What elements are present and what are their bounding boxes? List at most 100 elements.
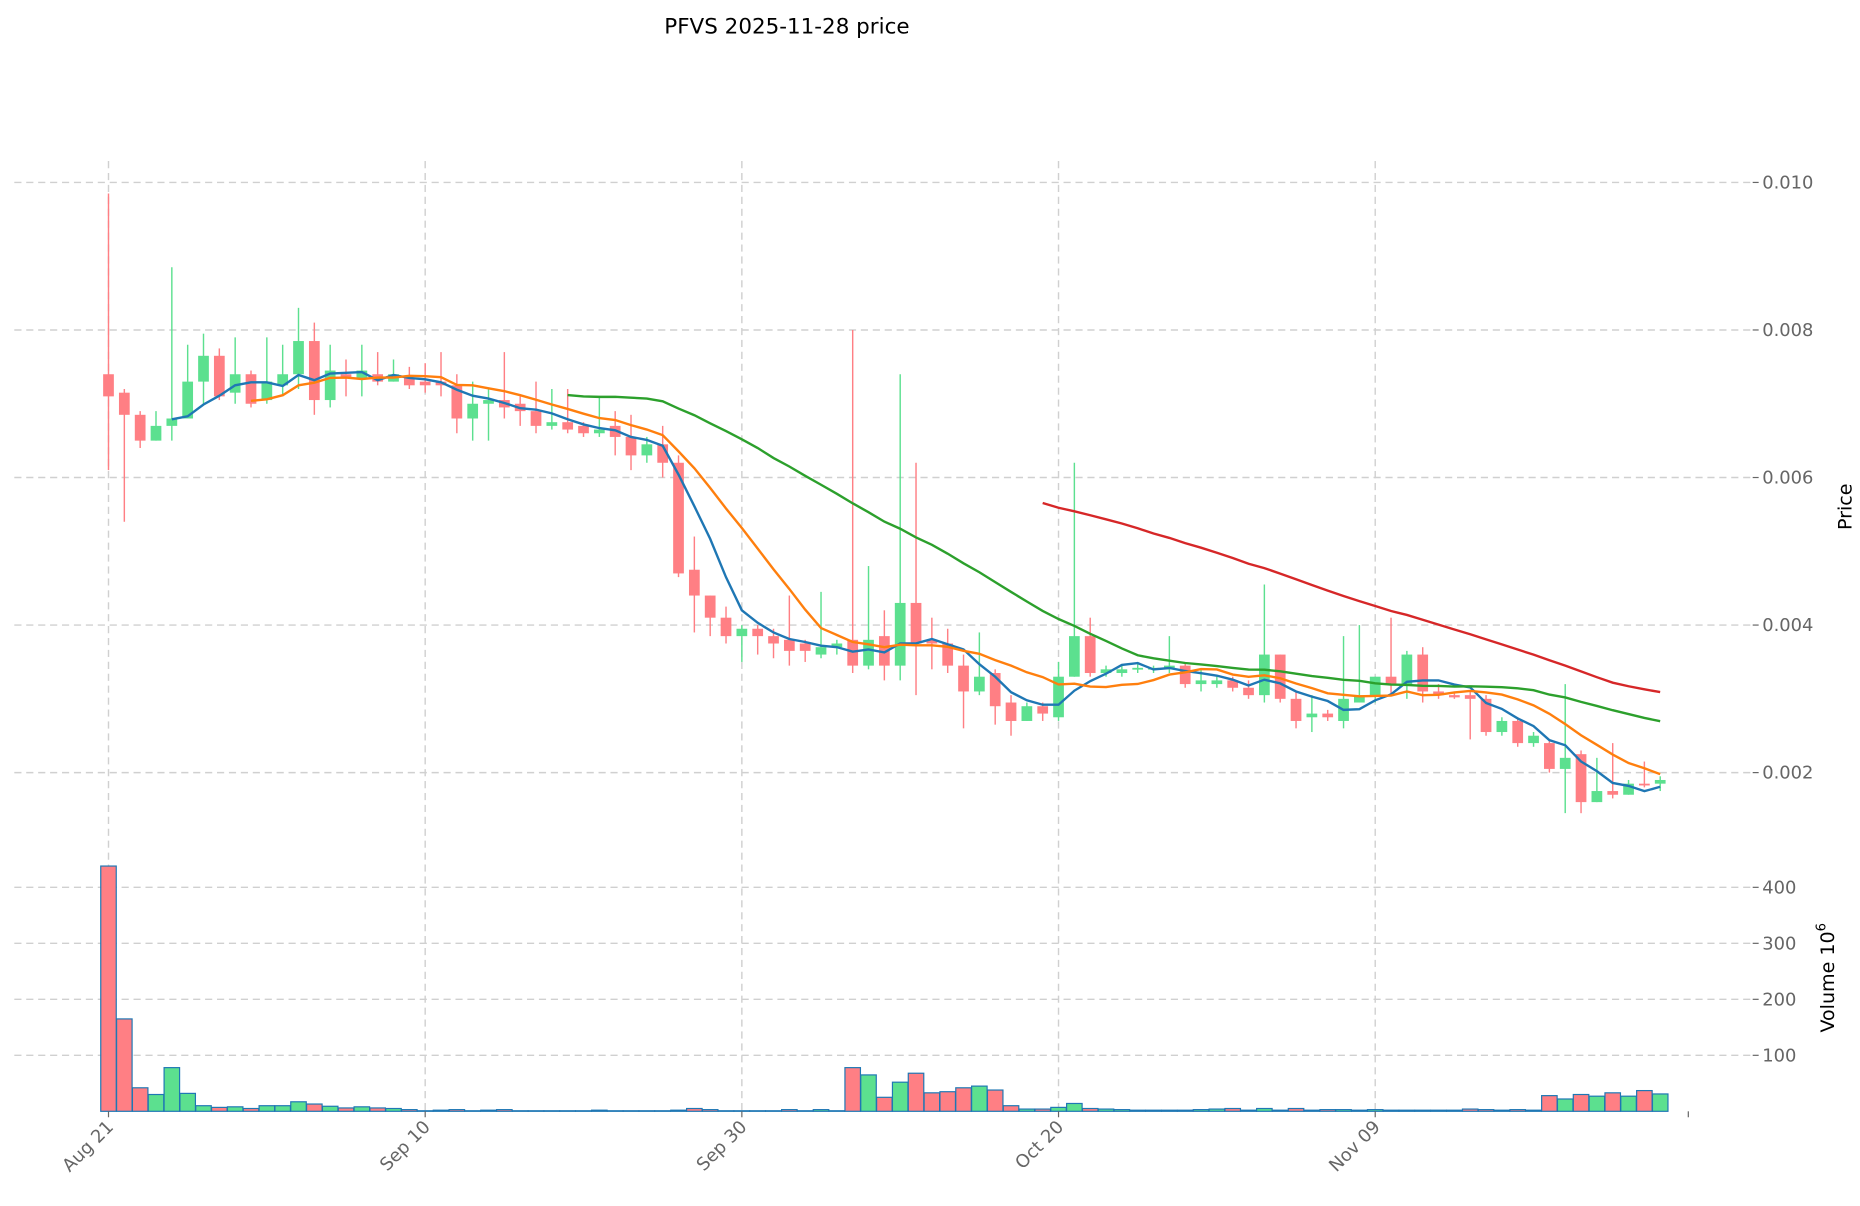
candle-body-down: [308, 341, 320, 401]
candle-body-up: [182, 381, 194, 419]
volume-bar: [844, 1067, 862, 1112]
volume-bar: [1541, 1095, 1558, 1112]
volume-bar: [321, 1105, 339, 1112]
volume-bar: [1319, 1109, 1337, 1112]
candle-body-down: [720, 617, 732, 637]
candle-body-up: [1559, 757, 1571, 769]
candle-body-down: [1243, 687, 1254, 696]
grid-lines: [14, 161, 1753, 1112]
volume-bar: [1509, 1109, 1527, 1112]
candle-body-up: [1369, 676, 1381, 696]
candle-body-down: [1544, 743, 1555, 769]
volume-bar: [559, 1110, 577, 1112]
volume-bars: [100, 865, 1669, 1112]
volume-bar: [1145, 1109, 1162, 1112]
volume-bar: [353, 1106, 371, 1112]
candle-body-up: [973, 676, 985, 692]
volume-bar: [765, 1110, 782, 1112]
candle-body-down: [625, 436, 637, 456]
volume-bar: [527, 1110, 545, 1112]
candle-body-down: [1607, 791, 1619, 795]
volume-bar: [1572, 1093, 1590, 1112]
candle-body-up: [1195, 680, 1207, 685]
ma10-line: [250, 374, 1661, 776]
date-tick-label: Sep 10: [376, 1117, 435, 1176]
volume-exponent: 6: [1814, 923, 1829, 931]
volume-bar: [1525, 1109, 1542, 1112]
volume-label-text: Volume 10: [1817, 931, 1839, 1032]
volume-bar: [971, 1085, 988, 1112]
candle-body-up: [1654, 779, 1666, 784]
price-tick-label: 0.008: [1762, 320, 1813, 341]
candle-body-up: [1591, 791, 1603, 803]
candle-body-up: [277, 374, 289, 386]
volume-bar: [1588, 1095, 1606, 1112]
candle-body-up: [1623, 783, 1634, 795]
volume-bar: [1636, 1089, 1653, 1112]
tick-labels: 0.002 0.004 0.006 0.008 0.010 100 200 300 400 Aug…: [58, 172, 1813, 1176]
volume-bar: [290, 1101, 307, 1112]
volume-bar: [337, 1107, 355, 1112]
volume-bar: [622, 1110, 640, 1112]
volume-bar: [480, 1109, 497, 1112]
volume-bar: [1097, 1108, 1115, 1112]
candle-body-down: [103, 374, 114, 397]
candle-body-up: [229, 374, 241, 393]
candle-body-up: [546, 422, 558, 426]
volume-bar: [1002, 1105, 1020, 1112]
ma60-line: [1042, 501, 1661, 694]
candle-body-up: [198, 355, 209, 382]
candle-body-down: [1639, 783, 1650, 786]
volume-bar: [939, 1091, 957, 1112]
volume-bar: [1192, 1109, 1210, 1112]
volume-bar: [163, 1067, 181, 1112]
volume-bar: [1256, 1107, 1273, 1112]
candle-body-down: [1575, 754, 1587, 803]
volume-tick-label: 200: [1762, 989, 1796, 1010]
candle-body-down: [768, 636, 779, 644]
volume-bar: [781, 1109, 798, 1112]
volume-bar: [226, 1106, 244, 1112]
volume-bar: [1651, 1093, 1669, 1112]
candle-body-up: [293, 341, 304, 375]
candle-body-down: [783, 639, 795, 651]
volume-bar: [876, 1096, 893, 1112]
ma5-line: [171, 370, 1661, 793]
volume-bar: [1351, 1109, 1368, 1112]
volume-bar: [717, 1110, 735, 1112]
candle-body-down: [1512, 720, 1524, 744]
volume-bar: [1477, 1109, 1495, 1112]
candle-body-down: [1433, 691, 1444, 696]
candle-body-up: [324, 370, 336, 401]
volume-bar: [891, 1081, 909, 1112]
candle-body-up: [1211, 680, 1223, 685]
candle-body-down: [530, 411, 542, 426]
candle-body-down: [1322, 713, 1334, 718]
volume-bar: [923, 1092, 941, 1112]
volume-bar: [1176, 1109, 1194, 1112]
price-tick-label: 0.010: [1762, 172, 1813, 193]
volume-bar: [369, 1107, 387, 1112]
candle-body-up: [166, 418, 178, 426]
volume-bar: [1081, 1107, 1099, 1112]
candle-body-down: [1179, 665, 1191, 685]
volume-bar: [1382, 1109, 1400, 1112]
volume-bar: [1240, 1109, 1257, 1112]
candle-body-up: [1401, 654, 1413, 685]
candle-body-down: [910, 602, 922, 644]
volume-bar: [686, 1107, 703, 1112]
volume-bar: [1556, 1098, 1574, 1112]
candle-body-down: [926, 639, 938, 644]
candle-body-up: [1068, 636, 1080, 677]
volume-bar: [274, 1105, 292, 1112]
volume-axis-label: Volume 106: [1814, 923, 1838, 1033]
candle-body-up: [863, 639, 874, 666]
volume-bar: [432, 1109, 450, 1112]
candle-body-down: [578, 425, 589, 434]
candle-body-up: [1306, 713, 1318, 718]
volume-bar: [1050, 1106, 1067, 1112]
candle-body-up: [641, 444, 653, 456]
candle-body-up: [894, 602, 906, 666]
candle-body-down: [451, 385, 463, 419]
